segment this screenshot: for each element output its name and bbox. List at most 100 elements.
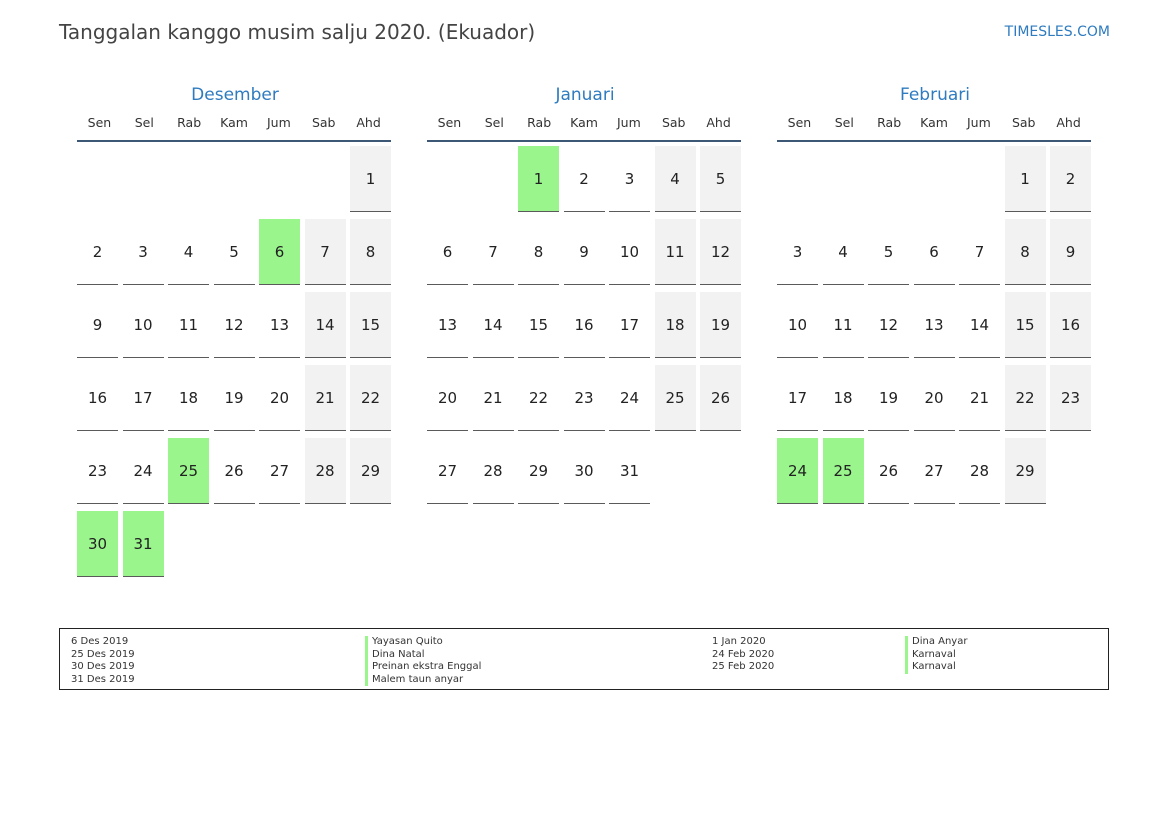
- weekday-label: Sel: [834, 115, 854, 130]
- day-cell: 2: [563, 146, 605, 212]
- day-cell: 6: [913, 219, 955, 285]
- holiday-day-cell: 25: [168, 438, 209, 504]
- day-cell: 3: [122, 219, 164, 285]
- page-title: Tanggalan kanggo musim salju 2020. (Ekua…: [59, 20, 536, 44]
- days-grid: 1 2 3 4 5 6 7 8 9 10 11 12 13 14 15 16 17 18 19 20 21 22 23 24 2…: [427, 146, 743, 586]
- day-cell: 5: [868, 219, 909, 285]
- day-cell: 12: [868, 292, 909, 358]
- day-cell: 9: [563, 219, 605, 285]
- brand-link[interactable]: TIMESLES.COM: [1004, 24, 1110, 40]
- day-cell: 6: [427, 219, 468, 285]
- day-cell: 11: [168, 292, 209, 358]
- legend-right-dates: 1 Jan 2020 24 Feb 2020 25 Feb 2020: [712, 636, 774, 674]
- weekday-label: Jum: [266, 115, 291, 130]
- day-cell: 1: [350, 146, 391, 212]
- day-cell: 7: [959, 219, 1000, 285]
- day-cell: 2: [77, 219, 118, 285]
- day-cell: 28: [959, 438, 1000, 504]
- legend-date: 6 Des 2019: [71, 636, 129, 647]
- day-cell: 10: [609, 219, 650, 285]
- day-cell: 29: [350, 438, 391, 504]
- day-cell: 28: [472, 438, 514, 504]
- day-cell: 20: [913, 365, 955, 431]
- day-cell: 23: [77, 438, 118, 504]
- day-cell: 25: [654, 365, 696, 431]
- holiday-day-cell: 24: [777, 438, 818, 504]
- day-cell: 5: [213, 219, 255, 285]
- day-cell: 22: [518, 365, 559, 431]
- day-cell: 23: [1050, 365, 1091, 431]
- day-cell: 1: [1004, 146, 1046, 212]
- legend-date: 31 Des 2019: [71, 673, 135, 685]
- day-cell: 16: [1050, 292, 1091, 358]
- day-cell: 29: [1004, 438, 1046, 504]
- day-cell: 5: [700, 146, 741, 212]
- legend-date: 25 Feb 2020: [712, 661, 775, 672]
- weekday-label: Jum: [616, 115, 641, 130]
- day-cell: 8: [1004, 219, 1046, 285]
- day-cell: 26: [868, 438, 909, 504]
- day-cell: 3: [777, 219, 818, 285]
- day-cell: 13: [259, 292, 300, 358]
- weekday-label: Ahd: [1056, 115, 1081, 130]
- day-cell: 4: [822, 219, 864, 285]
- legend-date: 1 Jan 2020: [712, 636, 766, 647]
- holiday-day-cell: 1: [518, 146, 559, 212]
- legend-date: 30 Des 2019: [71, 661, 135, 672]
- holiday-day-cell: 25: [822, 438, 864, 504]
- day-cell: 11: [654, 219, 696, 285]
- weekday-label: Sel: [484, 115, 504, 130]
- day-cell: 24: [122, 438, 164, 504]
- holiday-day-cell: 30: [77, 511, 118, 577]
- day-cell: 13: [913, 292, 955, 358]
- month-name: Desember: [191, 85, 279, 105]
- day-cell: 22: [350, 365, 391, 431]
- legend-holiday-name: Malem taun anyar: [365, 673, 481, 686]
- day-cell: 14: [304, 292, 346, 358]
- day-cell: 27: [913, 438, 955, 504]
- day-cell: 16: [77, 365, 118, 431]
- day-cell: 28: [304, 438, 346, 504]
- legend-holiday-name: Preinan ekstra Enggal: [365, 661, 481, 674]
- legend-holiday-name: Karnaval: [905, 648, 967, 661]
- day-cell: 10: [777, 292, 818, 358]
- day-cell: 3: [609, 146, 650, 212]
- day-cell: 8: [518, 219, 559, 285]
- holiday-legend: 6 Des 2019 25 Des 2019 30 Des 2019 31 De…: [59, 628, 1109, 690]
- day-cell: 12: [700, 219, 741, 285]
- day-cell: 8: [350, 219, 391, 285]
- weekday-label: Ahd: [356, 115, 381, 130]
- day-cell: 16: [563, 292, 605, 358]
- day-cell: 4: [654, 146, 696, 212]
- day-cell: 21: [959, 365, 1000, 431]
- day-cell: 18: [168, 365, 209, 431]
- day-cell: 22: [1004, 365, 1046, 431]
- legend-date: 24 Feb 2020: [712, 648, 775, 660]
- day-cell: 26: [700, 365, 741, 431]
- legend-left-dates: 6 Des 2019 25 Des 2019 30 Des 2019 31 De…: [71, 636, 135, 686]
- weekday-label: Rab: [177, 115, 202, 130]
- day-cell: 23: [563, 365, 605, 431]
- day-cell: 13: [427, 292, 468, 358]
- day-cell: 7: [472, 219, 514, 285]
- day-cell: 18: [654, 292, 696, 358]
- day-cell: 11: [822, 292, 864, 358]
- day-cell: 18: [822, 365, 864, 431]
- legend-left-names: Yayasan Quito Dina Natal Preinan ekstra …: [365, 636, 481, 686]
- day-cell: 7: [304, 219, 346, 285]
- day-cell: 9: [1050, 219, 1091, 285]
- weekday-header: Sen Sel Rab Kam Jum Sab Ahd: [777, 114, 1091, 142]
- day-cell: 17: [122, 365, 164, 431]
- weekday-label: Sen: [787, 115, 812, 130]
- weekday-label: Sab: [1011, 115, 1036, 130]
- day-cell: 15: [350, 292, 391, 358]
- legend-holiday-name: Dina Natal: [365, 648, 481, 661]
- day-cell: 2: [1050, 146, 1091, 212]
- day-cell: 31: [609, 438, 650, 504]
- day-cell: 15: [518, 292, 559, 358]
- legend-holiday-name: Yayasan Quito: [365, 636, 481, 649]
- weekday-label: Kam: [220, 115, 248, 130]
- day-cell: 9: [77, 292, 118, 358]
